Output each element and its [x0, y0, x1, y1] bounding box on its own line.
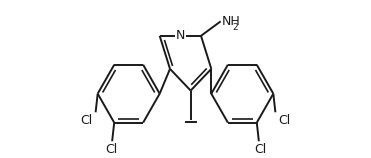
Text: N: N	[175, 29, 185, 42]
Text: NH: NH	[221, 15, 240, 28]
Text: Cl: Cl	[105, 143, 117, 156]
Text: Cl: Cl	[254, 143, 266, 156]
Text: Cl: Cl	[80, 114, 92, 127]
Text: 2: 2	[232, 23, 238, 32]
Text: Cl: Cl	[279, 114, 291, 127]
